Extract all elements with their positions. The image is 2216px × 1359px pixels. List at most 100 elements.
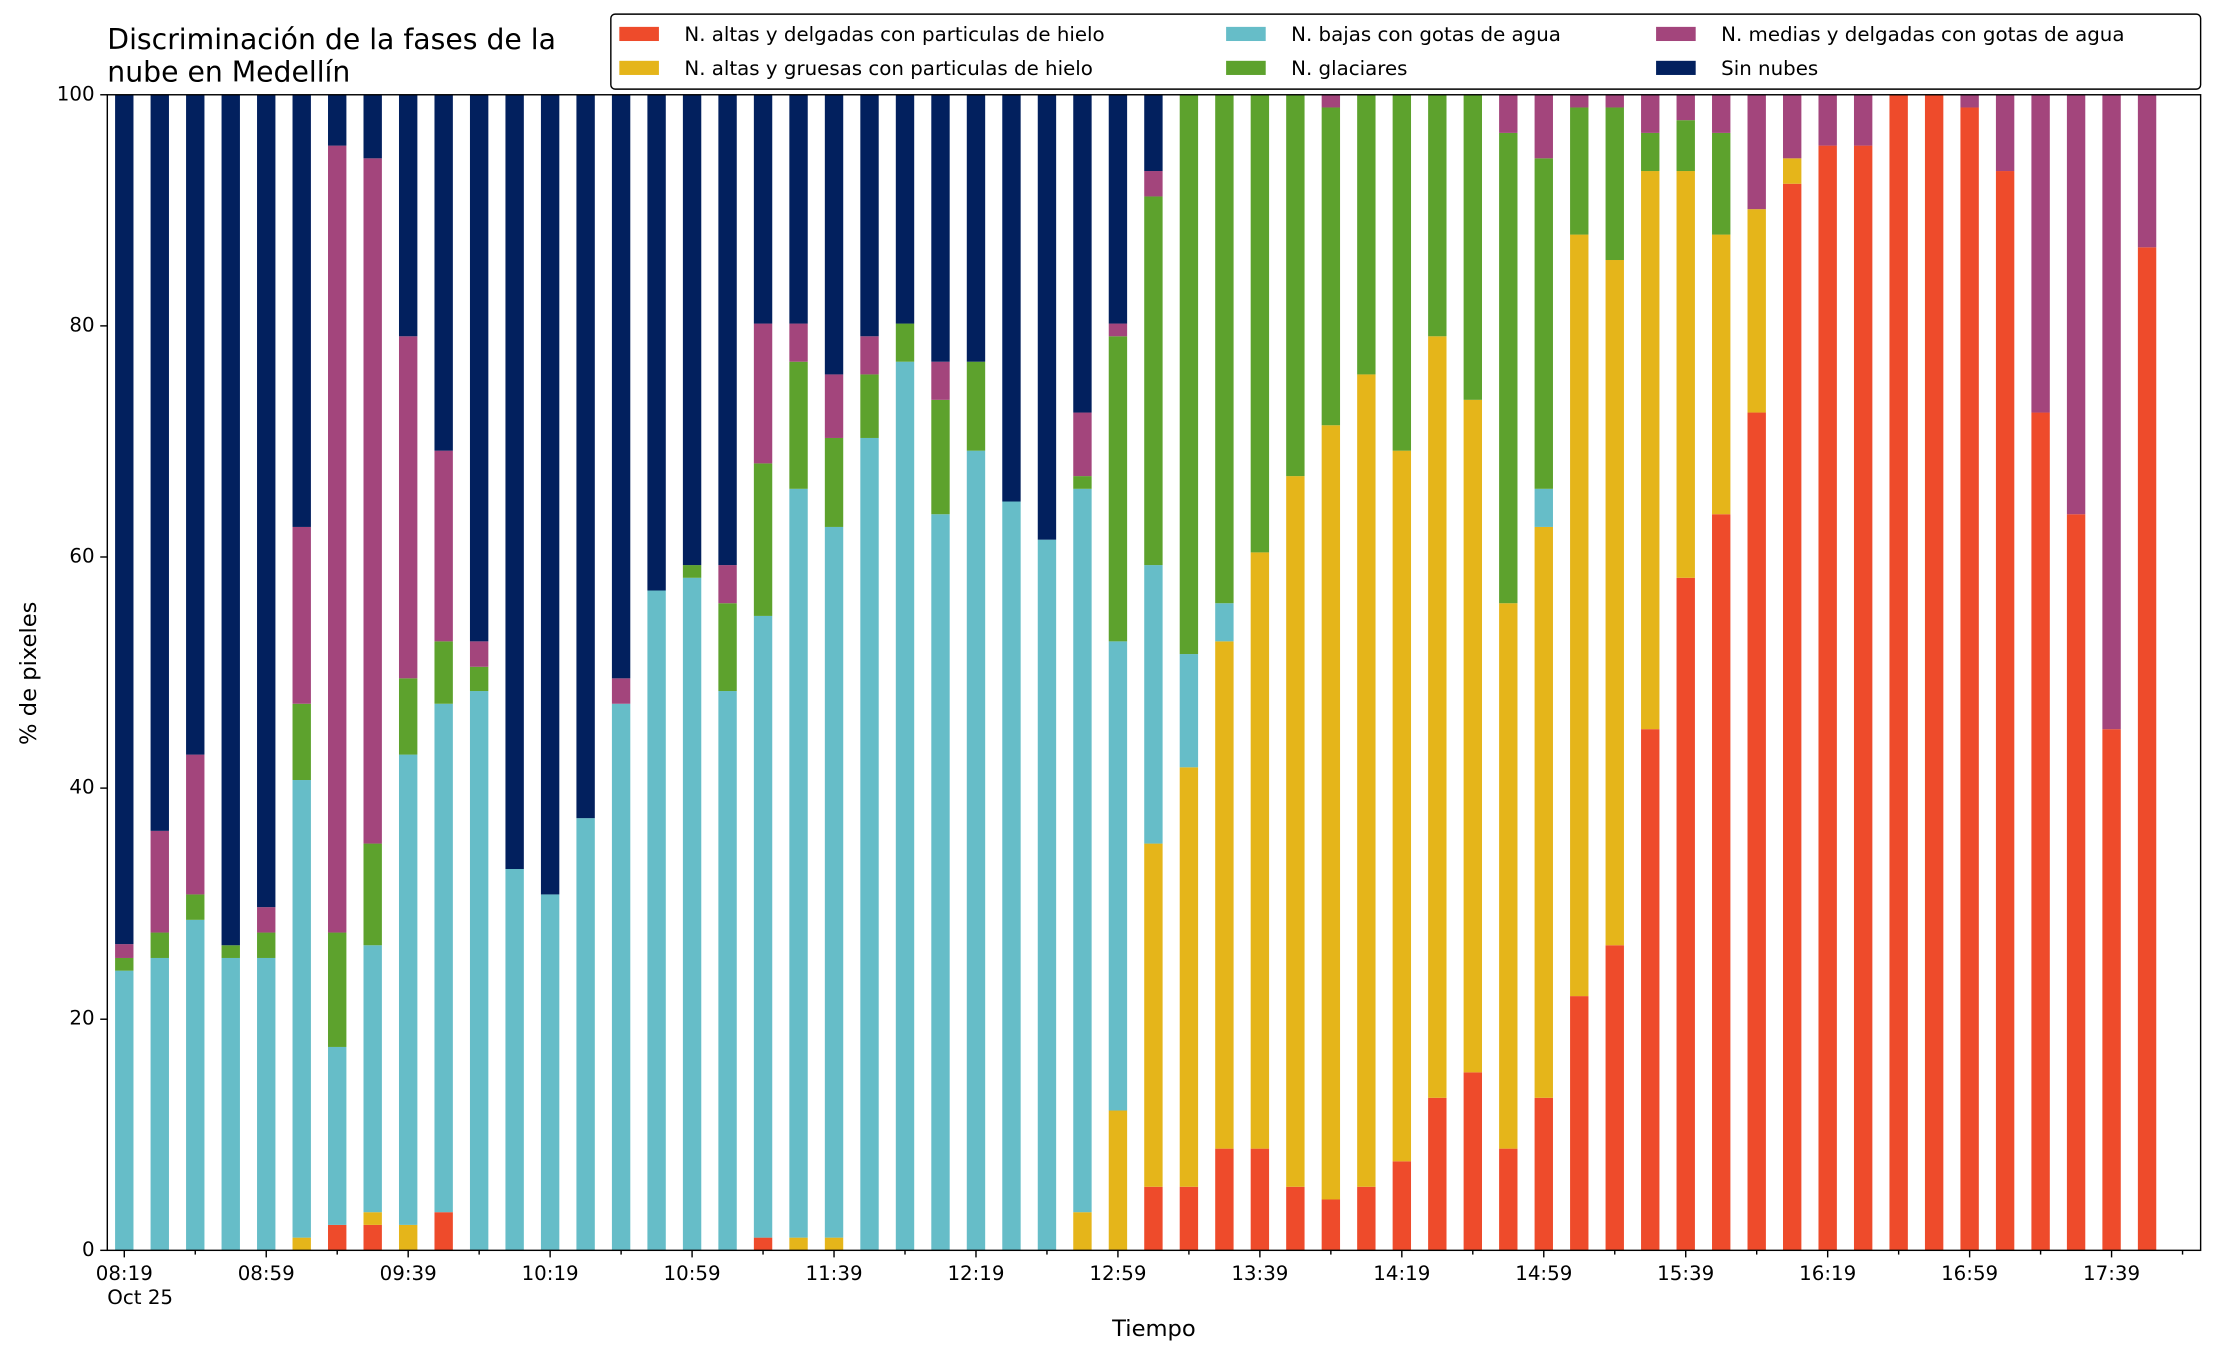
bar-segment <box>1179 767 1199 1187</box>
bar-segment <box>753 615 773 1238</box>
bar-segment <box>1037 539 1057 1251</box>
x-tick-label: 10:19 <box>522 1262 579 1285</box>
bar-segment <box>1179 654 1199 768</box>
bar-segment <box>824 94 844 375</box>
bar-segment <box>434 1212 453 1251</box>
y-tick-label: 20 <box>69 1007 94 1030</box>
bar-segment <box>718 691 737 1251</box>
legend-swatch <box>1656 60 1696 75</box>
bar-segment <box>1108 94 1128 324</box>
bar-segment <box>398 678 418 755</box>
bar-segment <box>1534 158 1553 489</box>
bar-segment <box>1073 488 1092 1213</box>
bar-segment <box>257 94 276 908</box>
bar-segment <box>611 678 631 704</box>
bar-segment <box>1676 94 1695 121</box>
bar-segment <box>186 754 205 895</box>
legend-label: N. altas y delgadas con particulas de hi… <box>684 23 1104 46</box>
bar-segment <box>505 868 524 1251</box>
bar-segment <box>1605 107 1624 261</box>
bar-segment <box>540 894 560 1251</box>
x-tick-label: 08:59 <box>238 1262 295 1285</box>
legend-label: N. medias y delgadas con gotas de agua <box>1721 23 2124 46</box>
bar-segment <box>505 94 524 869</box>
bar-segment <box>1357 374 1376 1187</box>
bar-segment <box>1215 641 1234 1149</box>
bar-segment <box>328 1046 347 1225</box>
bar-segment <box>753 463 773 616</box>
bar-segment <box>682 577 702 1251</box>
bar-segment <box>931 94 950 362</box>
bar-segment <box>860 94 879 337</box>
bar-segment <box>789 94 808 324</box>
bar-segment <box>966 450 986 1251</box>
bar-segment <box>328 1224 347 1251</box>
bar-segment <box>363 158 382 844</box>
bar-segment <box>1037 94 1057 540</box>
bar-segment <box>1605 94 1624 108</box>
bar-segment <box>1641 171 1660 730</box>
bar-segment <box>115 957 134 971</box>
x-tick-label: 14:59 <box>1515 1262 1572 1285</box>
bar-segment <box>1463 94 1482 400</box>
bar-segment <box>1108 323 1128 337</box>
bar-segment <box>221 945 240 958</box>
bar-segment <box>1570 107 1589 235</box>
bar-segment <box>1853 145 1873 1251</box>
bar-segment <box>966 94 986 362</box>
bar-segment <box>1002 501 1021 1251</box>
bar-segment <box>434 641 453 704</box>
bar-segment <box>1712 94 1731 133</box>
bar-segment <box>115 970 134 1251</box>
bar-segment <box>1853 94 1873 146</box>
bar-segment <box>292 94 311 527</box>
bar-segment <box>292 703 311 781</box>
bar-segment <box>363 1224 382 1251</box>
bar-segment <box>895 94 915 324</box>
bar-segment <box>1676 577 1695 1251</box>
x-tick-label: 15:39 <box>1657 1262 1714 1285</box>
bar-segment <box>1570 94 1589 108</box>
legend-swatch <box>619 26 659 42</box>
bar-segment <box>1179 94 1199 655</box>
x-tick-label: 12:19 <box>947 1262 1004 1285</box>
bar-segment <box>1215 1148 1234 1251</box>
bar-segment <box>718 94 737 566</box>
bar-segment <box>1392 1161 1412 1251</box>
bar-segment <box>115 94 134 945</box>
bar-segment <box>647 94 666 591</box>
bar-segment <box>1144 171 1163 197</box>
bar-segment <box>2031 412 2050 1251</box>
bar-segment <box>2137 247 2157 1251</box>
bar-segment <box>1960 107 1979 1251</box>
bar-segment <box>860 336 879 375</box>
bar-segment <box>1499 603 1518 1149</box>
bar-segment <box>186 919 205 1251</box>
x-tick-label: 10:59 <box>664 1262 721 1285</box>
x-tick-label: 13:39 <box>1231 1262 1288 1285</box>
bar-segment <box>1995 94 2015 172</box>
bar-segment <box>1286 476 1305 1187</box>
y-tick-label: 40 <box>69 776 94 799</box>
bar-segment <box>150 932 169 958</box>
bar-segment <box>1960 94 1979 108</box>
legend-label: Sin nubes <box>1721 57 1818 80</box>
bar-segment <box>434 94 453 451</box>
chart-title: Discriminación de la fases de la <box>107 23 556 56</box>
bar-segment <box>398 336 418 679</box>
y-axis-label: % de pixeles <box>16 602 42 745</box>
bar-segment <box>753 94 773 324</box>
bar-segment <box>257 957 276 1251</box>
bar-segment <box>328 145 347 933</box>
bar-segment <box>398 754 418 1225</box>
y-tick-label: 60 <box>69 544 94 567</box>
bar-segment <box>1357 1186 1376 1251</box>
x-tick-label: 17:39 <box>2083 1262 2140 1285</box>
bar-segment <box>1747 209 1766 413</box>
x-tick-label: 12:59 <box>1089 1262 1146 1285</box>
bar-segment <box>1712 514 1731 1251</box>
bar-segment <box>2137 94 2157 248</box>
bar-segment <box>1179 1186 1199 1251</box>
bar-segment <box>1499 132 1518 604</box>
